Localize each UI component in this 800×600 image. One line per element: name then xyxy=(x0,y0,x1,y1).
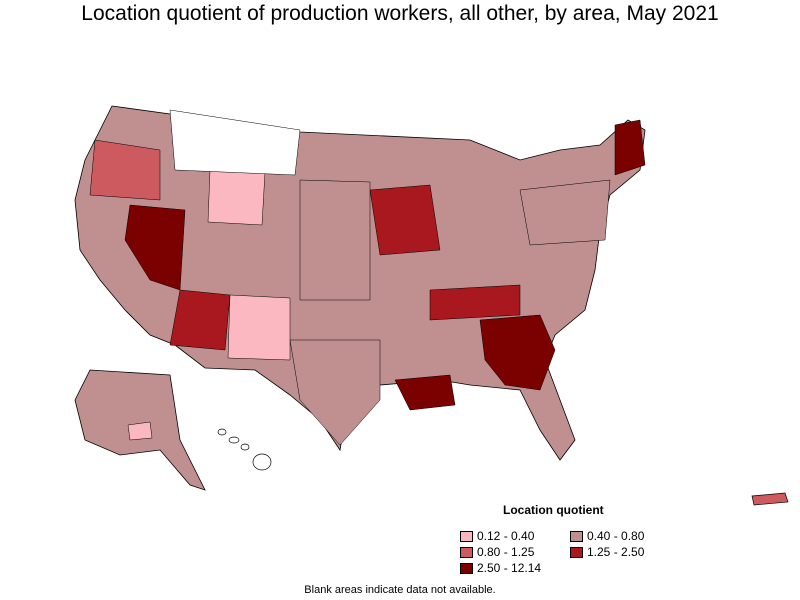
legend-item: 0.80 - 1.25 xyxy=(460,545,534,559)
region-new-mexico xyxy=(227,294,291,361)
legend-label: 1.25 - 2.50 xyxy=(587,545,645,559)
region-texas xyxy=(289,339,381,446)
legend-item: 0.40 - 0.80 xyxy=(570,529,644,543)
legend-label: 0.12 - 0.40 xyxy=(477,529,535,543)
region-tennessee xyxy=(429,284,521,321)
legend-item: 1.25 - 2.50 xyxy=(570,545,644,559)
legend-label: 0.40 - 0.80 xyxy=(587,529,645,543)
region-southeast xyxy=(479,314,556,391)
region-maine xyxy=(614,119,646,176)
region-oregon xyxy=(89,139,161,201)
region-arizona xyxy=(169,289,231,351)
region-alaska-south xyxy=(127,421,153,441)
region-wyoming xyxy=(207,169,266,226)
legend-item: 2.50 - 12.14 xyxy=(460,561,541,575)
region-montana-blank xyxy=(169,109,301,176)
legend-item: 0.12 - 0.40 xyxy=(460,529,534,543)
region-midwest xyxy=(369,184,441,256)
region-great-plains xyxy=(299,179,371,301)
map-title: Location quotient of production workers,… xyxy=(81,2,719,25)
region-northeast xyxy=(519,179,611,246)
region-louisiana xyxy=(394,374,456,411)
legend-title: Location quotient xyxy=(503,503,604,517)
legend-label: 0.80 - 1.25 xyxy=(477,545,535,559)
legend-swatch xyxy=(460,546,473,558)
footnote: Blank areas indicate data not available. xyxy=(304,584,496,596)
region-nevada xyxy=(124,204,186,291)
legend-label: 2.50 - 12.14 xyxy=(477,561,542,575)
region-puerto-rico xyxy=(751,492,789,506)
legend-swatch xyxy=(460,562,473,574)
legend-swatch xyxy=(460,530,473,542)
legend-swatch xyxy=(570,530,583,542)
region-hawaii xyxy=(217,428,272,471)
legend-swatch xyxy=(570,546,583,558)
